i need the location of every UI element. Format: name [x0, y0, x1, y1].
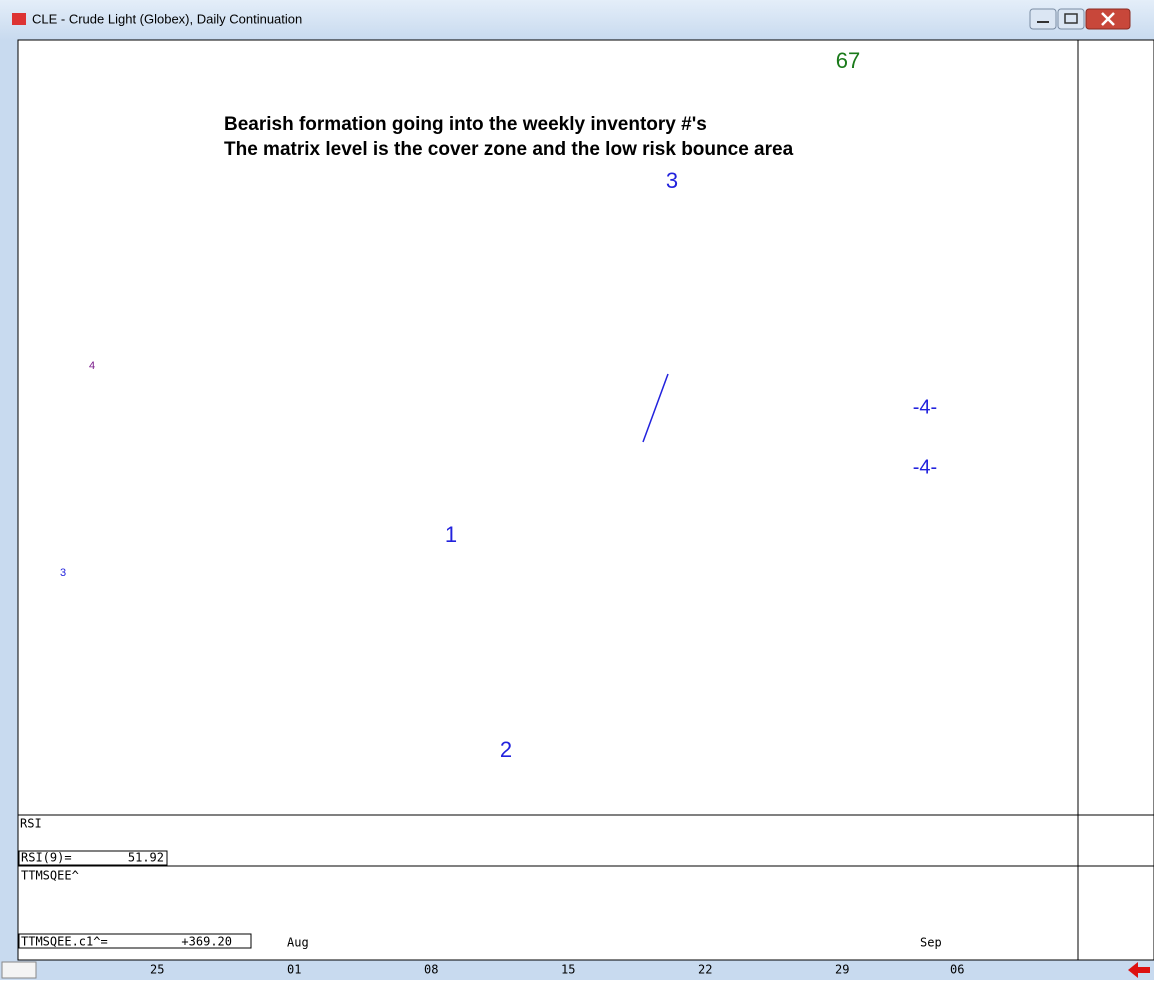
target-label: -4- [913, 456, 937, 478]
date-label: 22 [698, 963, 712, 977]
rsi-label: RSI(9)= [21, 851, 72, 865]
window-title: CLE - Crude Light (Globex), Daily Contin… [32, 11, 302, 26]
rsi-readout-box [18, 850, 168, 866]
date-label: 08 [424, 963, 438, 977]
month-label: Aug [287, 936, 309, 950]
rsi-readout: 51.92 [128, 851, 164, 865]
scroll-arrow[interactable] [1128, 962, 1150, 978]
date-label: 01 [287, 963, 301, 977]
count-label: 67 [836, 48, 860, 73]
date-label: 15 [561, 963, 575, 977]
wave-label: 1 [445, 522, 457, 547]
rsi-name: RSI [20, 817, 42, 831]
minimize-button[interactable] [1029, 8, 1057, 30]
wave-label: 4 [89, 360, 95, 372]
maximize-glyph [1064, 13, 1078, 24]
ttm-readout-box [18, 933, 252, 949]
headline: Bearish formation going into the weekly … [224, 114, 707, 135]
month-label: Sep [920, 936, 942, 950]
ttm-label: TTMSQEE.c1^= [21, 935, 108, 949]
headline: The matrix level is the cover zone and t… [224, 139, 794, 160]
scrollbar[interactable] [1, 961, 37, 979]
date-label: 29 [835, 963, 849, 977]
date-label: 06 [950, 963, 964, 977]
wave-label: 3 [666, 168, 678, 193]
title-bar [0, 0, 1154, 40]
wave-label: 3 [60, 567, 66, 579]
plot-area [17, 39, 1079, 961]
price-axis [1077, 39, 1154, 961]
app-icon [12, 13, 26, 25]
target-label: -4- [913, 396, 937, 418]
date-label: 25 [150, 963, 164, 977]
maximize-button[interactable] [1057, 8, 1085, 30]
ttm-readout: +369.20 [181, 935, 232, 949]
label-layer: Bearish formation going into the weekly … [18, 41, 964, 977]
ttm-name: TTMSQEE^ [21, 869, 79, 883]
trend-line [642, 373, 669, 443]
readout-box [19, 41, 111, 123]
wave-label: 2 [500, 737, 512, 762]
close-glyph [1101, 12, 1115, 26]
